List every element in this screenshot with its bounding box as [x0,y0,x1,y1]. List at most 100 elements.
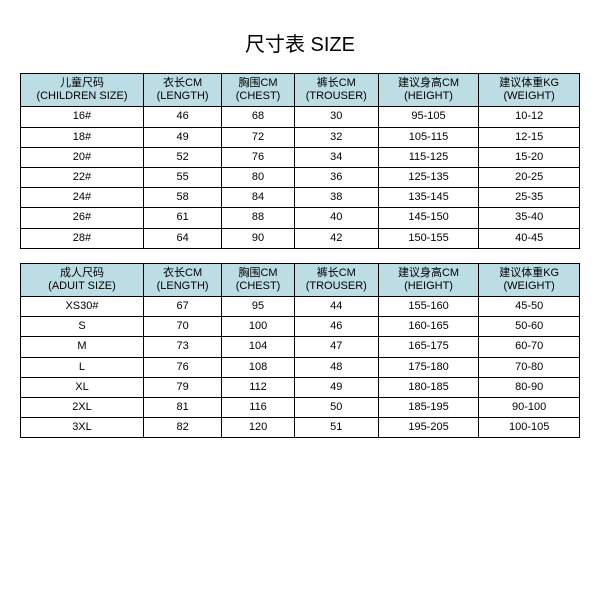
adult-header-bot: (LENGTH) [146,280,219,293]
children-header-top: 建议体重KG [481,77,577,90]
children-cell: 34 [294,147,378,167]
children-header-row: 儿童尺码(CHILDREN SIZE)衣长CM(LENGTH)胸围CM(CHES… [21,74,580,107]
table-row: 22#558036125-13520-25 [21,167,580,187]
adult-cell: 120 [222,418,295,438]
adult-cell: 76 [143,357,221,377]
children-cell: 15-20 [479,147,580,167]
adult-cell: 49 [294,377,378,397]
children-cell: 46 [143,107,221,127]
table-row: S7010046160-16550-60 [21,317,580,337]
children-cell: 42 [294,228,378,248]
table-row: 26#618840145-15035-40 [21,208,580,228]
adult-header-cell: 衣长CM(LENGTH) [143,263,221,296]
adult-cell: 73 [143,337,221,357]
table-row: 18#497232105-11512-15 [21,127,580,147]
children-cell: 40-45 [479,228,580,248]
adult-cell: 48 [294,357,378,377]
table-row: L7610848175-18070-80 [21,357,580,377]
children-header-cell: 儿童尺码(CHILDREN SIZE) [21,74,144,107]
children-cell: 38 [294,188,378,208]
children-cell: 36 [294,167,378,187]
adult-cell: M [21,337,144,357]
children-table-body: 16#46683095-10510-1218#497232105-11512-1… [21,107,580,248]
children-cell: 22# [21,167,144,187]
adult-header-bot: (ADUIT SIZE) [23,280,141,293]
table-row: XL7911249180-18580-90 [21,377,580,397]
children-cell: 84 [222,188,295,208]
adult-cell: 81 [143,398,221,418]
table-row: 3XL8212051195-205100-105 [21,418,580,438]
adult-size-table: 成人尺码(ADUIT SIZE)衣长CM(LENGTH)胸围CM(CHEST)裤… [20,263,580,439]
table-row: 16#46683095-10510-12 [21,107,580,127]
children-header-top: 儿童尺码 [23,77,141,90]
table-row: 2XL8111650185-19590-100 [21,398,580,418]
adult-cell: 104 [222,337,295,357]
table-row: 28#649042150-15540-45 [21,228,580,248]
adult-header-top: 建议身高CM [381,267,477,280]
adult-cell: 60-70 [479,337,580,357]
children-cell: 64 [143,228,221,248]
page-title: 尺寸表 SIZE [245,28,355,57]
adult-header-bot: (TROUSER) [297,280,376,293]
children-table-head: 儿童尺码(CHILDREN SIZE)衣长CM(LENGTH)胸围CM(CHES… [21,74,580,107]
children-cell: 95-105 [378,107,479,127]
children-cell: 58 [143,188,221,208]
children-header-top: 胸围CM [224,77,292,90]
adult-cell: XS30# [21,297,144,317]
adult-cell: 155-160 [378,297,479,317]
children-cell: 80 [222,167,295,187]
children-cell: 32 [294,127,378,147]
adult-cell: 3XL [21,418,144,438]
children-header-cell: 裤长CM(TROUSER) [294,74,378,107]
adult-cell: 80-90 [479,377,580,397]
children-header-bot: (WEIGHT) [481,90,577,103]
adult-cell: 175-180 [378,357,479,377]
adult-header-row: 成人尺码(ADUIT SIZE)衣长CM(LENGTH)胸围CM(CHEST)裤… [21,263,580,296]
adult-cell: 90-100 [479,398,580,418]
children-cell: 145-150 [378,208,479,228]
children-cell: 25-35 [479,188,580,208]
adult-header-cell: 建议身高CM(HEIGHT) [378,263,479,296]
children-header-bot: (TROUSER) [297,90,376,103]
adult-cell: 50-60 [479,317,580,337]
children-header-cell: 胸围CM(CHEST) [222,74,295,107]
children-cell: 115-125 [378,147,479,167]
adult-cell: 2XL [21,398,144,418]
children-cell: 35-40 [479,208,580,228]
children-header-bot: (LENGTH) [146,90,219,103]
adult-header-top: 成人尺码 [23,267,141,280]
adult-header-cell: 成人尺码(ADUIT SIZE) [21,263,144,296]
children-cell: 20# [21,147,144,167]
table-row: 20#527634115-12515-20 [21,147,580,167]
children-header-top: 裤长CM [297,77,376,90]
children-header-cell: 衣长CM(LENGTH) [143,74,221,107]
adult-header-cell: 胸围CM(CHEST) [222,263,295,296]
adult-header-top: 胸围CM [224,267,292,280]
adult-header-top: 建议体重KG [481,267,577,280]
adult-cell: 82 [143,418,221,438]
adult-cell: 112 [222,377,295,397]
adult-header-bot: (CHEST) [224,280,292,293]
adult-header-cell: 建议体重KG(WEIGHT) [479,263,580,296]
children-cell: 135-145 [378,188,479,208]
children-cell: 30 [294,107,378,127]
adult-cell: 67 [143,297,221,317]
adult-cell: 46 [294,317,378,337]
adult-header-top: 裤长CM [297,267,376,280]
adult-cell: 116 [222,398,295,418]
table-row: M7310447165-17560-70 [21,337,580,357]
adult-table-body: XS30#679544155-16045-50S7010046160-16550… [21,297,580,438]
children-cell: 24# [21,188,144,208]
children-cell: 20-25 [479,167,580,187]
children-cell: 28# [21,228,144,248]
adult-cell: 70-80 [479,357,580,377]
children-header-top: 建议身高CM [381,77,477,90]
children-cell: 90 [222,228,295,248]
adult-cell: 95 [222,297,295,317]
adult-cell: 70 [143,317,221,337]
adult-header-top: 衣长CM [146,267,219,280]
adult-cell: 50 [294,398,378,418]
adult-cell: 195-205 [378,418,479,438]
adult-cell: 79 [143,377,221,397]
adult-table-head: 成人尺码(ADUIT SIZE)衣长CM(LENGTH)胸围CM(CHEST)裤… [21,263,580,296]
